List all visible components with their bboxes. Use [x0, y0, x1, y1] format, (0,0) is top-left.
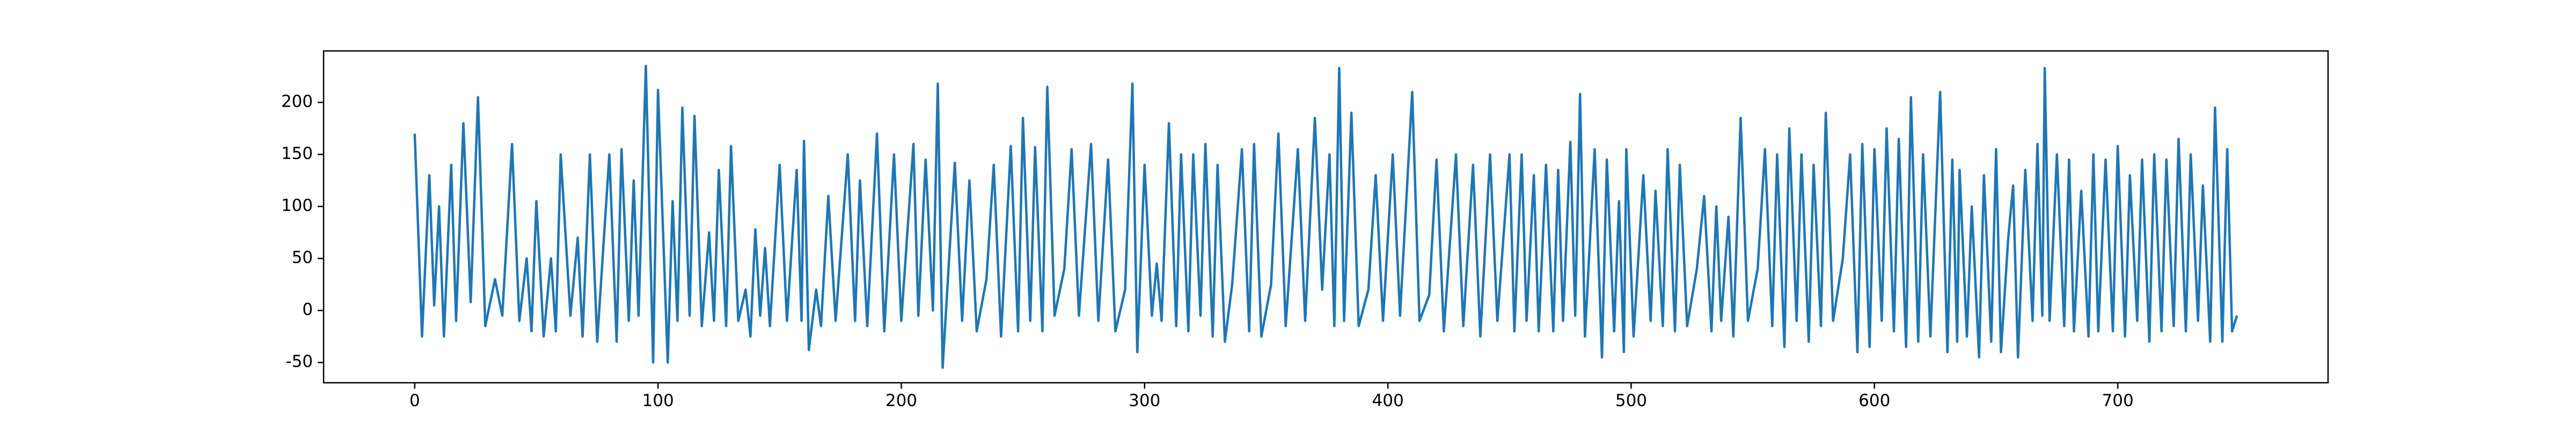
y-tick-label: 100 [281, 196, 313, 216]
data-line [413, 64, 2238, 369]
x-tick-label: 0 [409, 391, 420, 411]
plot-frame [323, 50, 2329, 384]
y-tick-label: 150 [281, 144, 313, 164]
x-tick-label: 300 [1129, 391, 1160, 411]
x-tick-label: 200 [885, 391, 917, 411]
x-tick-label: 100 [642, 391, 674, 411]
x-tick-label: 500 [1615, 391, 1647, 411]
y-tick-label: 50 [292, 248, 313, 267]
x-tick-label: 400 [1372, 391, 1404, 411]
x-tick-label: 700 [2102, 391, 2134, 411]
x-tick-label: 600 [1858, 391, 1890, 411]
y-tick-label: 0 [302, 300, 313, 319]
y-tick-label: 200 [281, 92, 313, 112]
y-tick-label: -50 [286, 352, 313, 371]
